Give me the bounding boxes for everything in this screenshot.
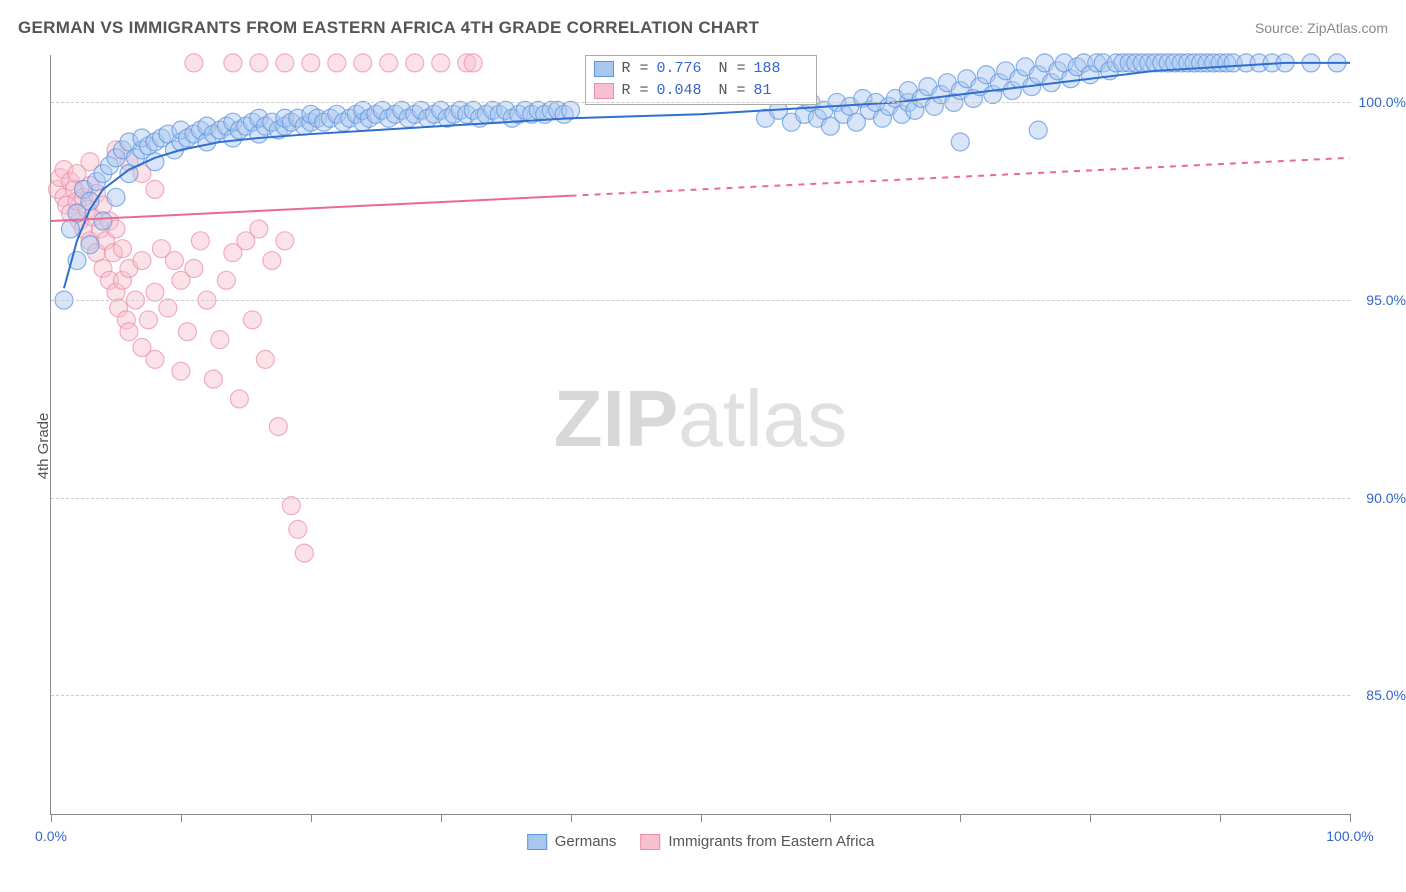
xtick: [701, 814, 702, 822]
swatch-pink: [640, 834, 660, 850]
ytick-label: 90.0%: [1356, 490, 1406, 506]
xtick: [1350, 814, 1351, 822]
xtick: [960, 814, 961, 822]
xtick: [571, 814, 572, 822]
legend-row-blue: R = 0.776 N = 188: [593, 58, 807, 80]
xtick: [311, 814, 312, 822]
n-label: N =: [719, 58, 746, 80]
chart-title: GERMAN VS IMMIGRANTS FROM EASTERN AFRICA…: [18, 18, 759, 38]
xtick: [1090, 814, 1091, 822]
n-label: N =: [719, 80, 746, 102]
gridline: [51, 102, 1350, 103]
legend-label-germans: Germans: [555, 833, 617, 850]
xtick: [830, 814, 831, 822]
gridline: [51, 695, 1350, 696]
xtick: [441, 814, 442, 822]
legend-item-immigrants: Immigrants from Eastern Africa: [640, 833, 874, 850]
gridline: [51, 300, 1350, 301]
legend-row-pink: R = 0.048 N = 81: [593, 80, 807, 102]
correlation-legend: R = 0.776 N = 188 R = 0.048 N = 81: [584, 55, 816, 105]
gridline: [51, 498, 1350, 499]
legend-label-immigrants: Immigrants from Eastern Africa: [668, 833, 874, 850]
series-legend: Germans Immigrants from Eastern Africa: [527, 833, 875, 850]
r-value-blue: 0.776: [657, 58, 711, 80]
legend-item-germans: Germans: [527, 833, 617, 850]
xtick: [1220, 814, 1221, 822]
chart-plot-area: ZIPatlas R = 0.776 N = 188 R = 0.048 N =…: [50, 55, 1350, 815]
ytick-label: 85.0%: [1356, 687, 1406, 703]
swatch-blue: [593, 61, 613, 77]
source-attribution: Source: ZipAtlas.com: [1255, 20, 1388, 36]
xtick-label: 100.0%: [1326, 828, 1373, 844]
xtick: [51, 814, 52, 822]
xtick-label: 0.0%: [35, 828, 67, 844]
n-value-pink: 81: [754, 80, 808, 102]
swatch-pink: [593, 83, 613, 99]
xtick: [181, 814, 182, 822]
r-label: R =: [621, 58, 648, 80]
r-label: R =: [621, 80, 648, 102]
n-value-blue: 188: [754, 58, 808, 80]
swatch-blue: [527, 834, 547, 850]
r-value-pink: 0.048: [657, 80, 711, 102]
ytick-label: 100.0%: [1356, 94, 1406, 110]
chart-svg: [51, 55, 1350, 814]
ytick-label: 95.0%: [1356, 292, 1406, 308]
